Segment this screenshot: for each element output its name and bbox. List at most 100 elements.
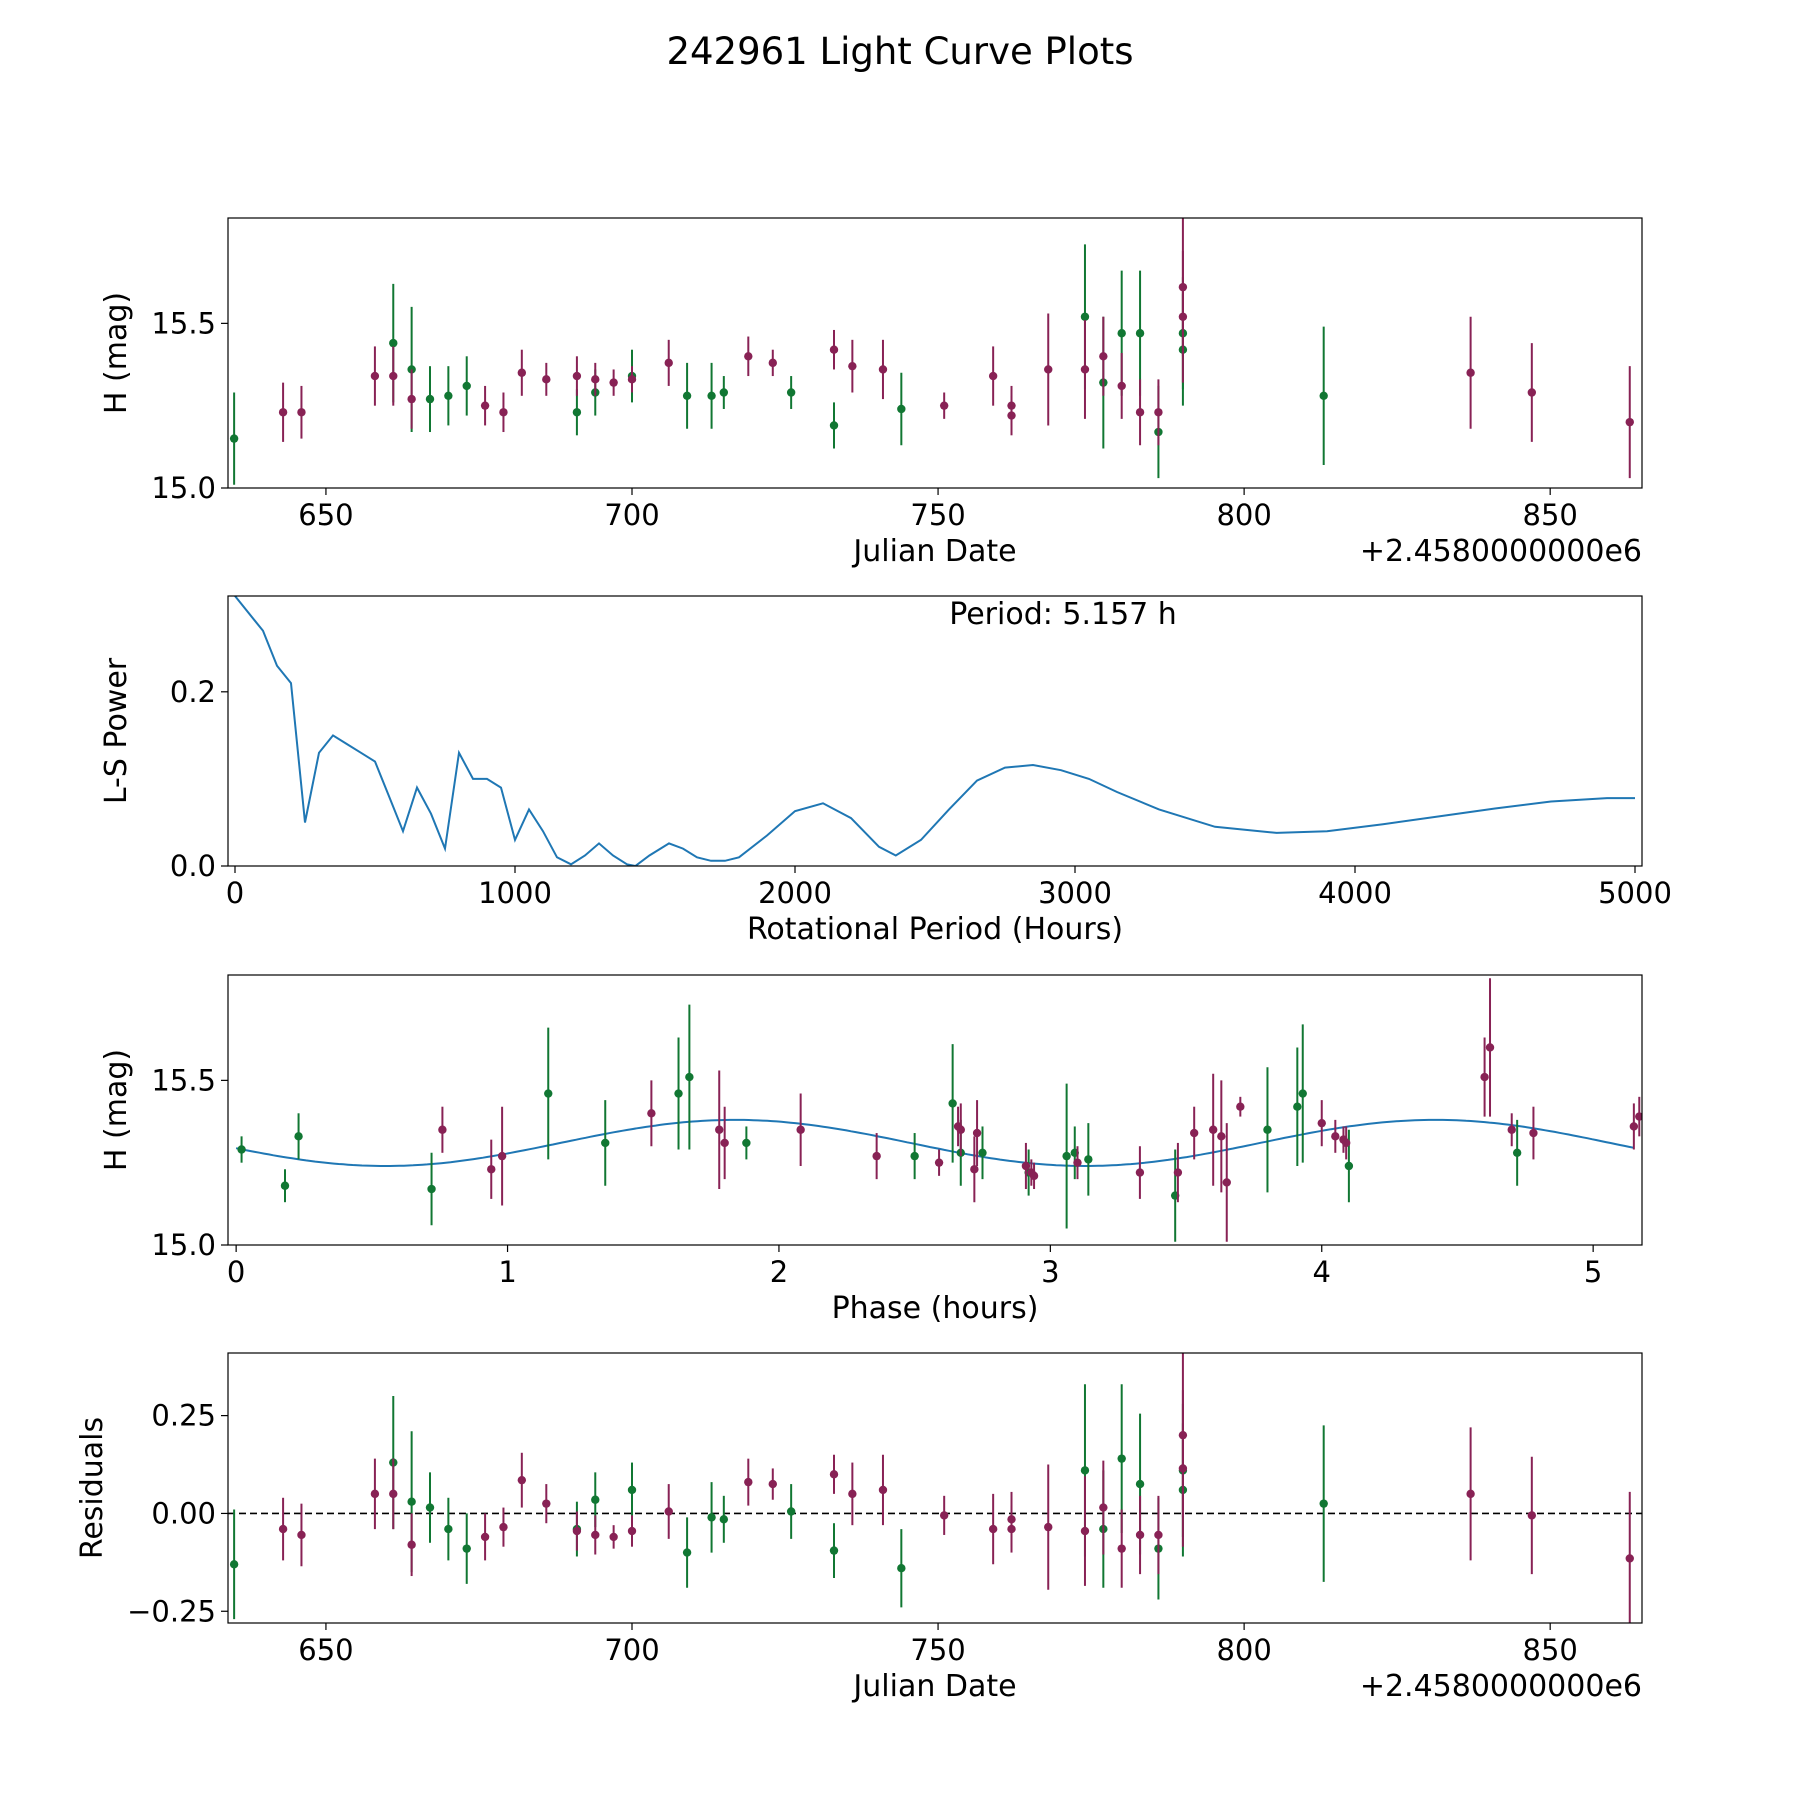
green-data-point xyxy=(572,389,582,436)
marker xyxy=(1084,1155,1093,1164)
purple-data-point xyxy=(542,1484,551,1524)
marker xyxy=(715,1125,724,1134)
marker xyxy=(685,1072,694,1082)
purple-data-point xyxy=(1154,1495,1163,1575)
marker xyxy=(1117,329,1126,338)
green-data-point xyxy=(1135,270,1145,396)
y-tick-label: 15.5 xyxy=(151,1063,216,1097)
y-axis-label: H (mag) xyxy=(99,1049,134,1171)
marker xyxy=(1222,1178,1231,1187)
purple-data-point xyxy=(499,392,508,433)
marker xyxy=(444,1524,453,1534)
marker xyxy=(280,1181,290,1190)
marker xyxy=(988,371,998,381)
marker xyxy=(978,1148,987,1158)
marker xyxy=(719,388,729,397)
green-data-point xyxy=(1293,1047,1302,1166)
marker xyxy=(1099,1503,1108,1512)
x-tick-label: 0 xyxy=(227,1255,245,1289)
model-fit-curve xyxy=(235,1118,1635,1167)
marker xyxy=(742,1138,751,1148)
marker xyxy=(829,345,839,354)
marker xyxy=(664,358,673,368)
marker xyxy=(389,371,398,381)
green-data-point xyxy=(444,366,453,426)
purple-data-point xyxy=(664,339,673,386)
marker xyxy=(1341,1138,1351,1148)
marker xyxy=(1236,1102,1245,1111)
marker xyxy=(829,1546,839,1555)
purple-data-point xyxy=(829,329,839,370)
green-data-point xyxy=(897,372,906,446)
marker xyxy=(627,375,637,384)
purple-data-point xyxy=(744,336,753,377)
marker xyxy=(939,401,949,410)
purple-data-point xyxy=(278,1497,288,1561)
marker xyxy=(370,1489,380,1499)
marker xyxy=(1135,1168,1145,1177)
marker xyxy=(591,1530,600,1540)
marker xyxy=(744,1477,753,1487)
x-tick-label: 1 xyxy=(498,1255,516,1289)
x-tick-label: 850 xyxy=(1523,1633,1578,1667)
purple-data-point xyxy=(720,1106,729,1180)
purple-data-point xyxy=(1635,1096,1642,1137)
marker xyxy=(988,1524,998,1534)
marker xyxy=(1173,1168,1183,1177)
marker xyxy=(1099,352,1108,361)
marker xyxy=(591,375,600,384)
green-data-point xyxy=(1298,1024,1307,1163)
residuals-panel: 650 700 750 800 850 −0.25 0.00 0.25 Julian Date R… xyxy=(75,1352,1643,1704)
x-tick-label: 2 xyxy=(770,1255,788,1289)
marker xyxy=(407,365,416,374)
marker xyxy=(956,1125,965,1134)
marker xyxy=(1319,1499,1328,1508)
purple-data-point xyxy=(939,1495,949,1535)
marker xyxy=(627,1526,637,1536)
green-data-point xyxy=(707,362,716,429)
y-tick-label: 0.0 xyxy=(170,849,216,883)
marker xyxy=(229,1560,239,1569)
purple-data-point xyxy=(1331,1119,1340,1153)
marker xyxy=(1635,1112,1642,1121)
marker xyxy=(1044,365,1053,374)
purple-data-point xyxy=(1527,343,1537,442)
purple-data-point xyxy=(988,1493,998,1565)
marker xyxy=(786,1507,796,1516)
y-tick-label: 15.0 xyxy=(151,471,216,505)
green-data-point xyxy=(978,1126,987,1180)
green-data-point xyxy=(1512,1119,1522,1186)
marker xyxy=(389,338,398,348)
marker xyxy=(425,394,435,404)
plot-area xyxy=(235,978,1642,1242)
green-data-point xyxy=(1062,1083,1071,1229)
green-data-point xyxy=(1084,1123,1093,1196)
marker xyxy=(720,1138,729,1148)
purple-data-point xyxy=(591,362,600,396)
marker xyxy=(1466,368,1475,377)
purple-data-point xyxy=(480,385,490,426)
y-tick-label: 15.5 xyxy=(151,306,216,340)
marker xyxy=(939,1511,949,1520)
green-data-point xyxy=(682,1517,692,1588)
marker xyxy=(229,434,239,443)
marker xyxy=(1062,1151,1071,1161)
x-tick-label: 850 xyxy=(1523,498,1578,532)
marker xyxy=(1529,1128,1538,1138)
purple-data-point xyxy=(1178,218,1188,357)
marker xyxy=(1117,381,1126,391)
x-tick-label: 3 xyxy=(1041,1255,1059,1289)
purple-data-point xyxy=(542,362,551,396)
marker xyxy=(517,1475,527,1485)
marker xyxy=(719,1515,729,1524)
purple-data-point xyxy=(1029,1162,1039,1190)
green-data-point xyxy=(229,1509,239,1620)
purple-data-point xyxy=(1625,1491,1634,1623)
purple-data-point xyxy=(370,346,380,406)
marker xyxy=(1135,1479,1145,1489)
marker xyxy=(542,375,551,384)
purple-data-point xyxy=(278,382,288,442)
green-data-point xyxy=(462,1513,471,1584)
marker xyxy=(647,1109,656,1118)
marker xyxy=(1527,1511,1537,1520)
